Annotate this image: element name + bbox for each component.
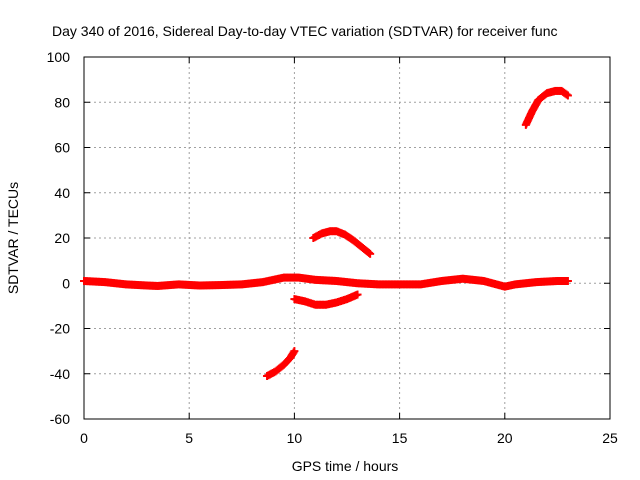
x-tick-label: 10 <box>287 430 303 446</box>
x-tick-label: 20 <box>497 430 513 446</box>
data-point <box>563 276 572 285</box>
tick-layer: 0 5 10 15 20 25 -60 -40 -20 0 20 40 60 80 100 <box>47 49 618 446</box>
chart-title: Day 340 of 2016, Sidereal Day-to-day VTE… <box>52 23 558 39</box>
y-tick-label: 100 <box>47 49 71 65</box>
data-point <box>353 290 362 299</box>
data-point <box>366 249 375 258</box>
y-axis-title: SDTVAR / TECUs <box>5 182 21 294</box>
y-tick-label: 20 <box>54 230 70 246</box>
x-tick-label: 0 <box>80 430 88 446</box>
y-tick-label: -40 <box>50 366 70 382</box>
data-point <box>563 91 572 100</box>
data-marks-layer <box>80 86 572 381</box>
y-tick-label: 80 <box>54 94 70 110</box>
y-tick-label: -20 <box>50 321 70 337</box>
x-axis-title: GPS time / hours <box>292 458 399 474</box>
y-tick-label: 40 <box>54 185 70 201</box>
y-tick-label: 60 <box>54 140 70 156</box>
grid-layer <box>84 57 610 419</box>
y-tick-label: -60 <box>50 411 70 427</box>
data-point <box>290 347 299 356</box>
y-tick-label: 0 <box>62 275 70 291</box>
x-tick-label: 25 <box>602 430 618 446</box>
x-tick-label: 5 <box>185 430 193 446</box>
x-tick-label: 15 <box>392 430 408 446</box>
